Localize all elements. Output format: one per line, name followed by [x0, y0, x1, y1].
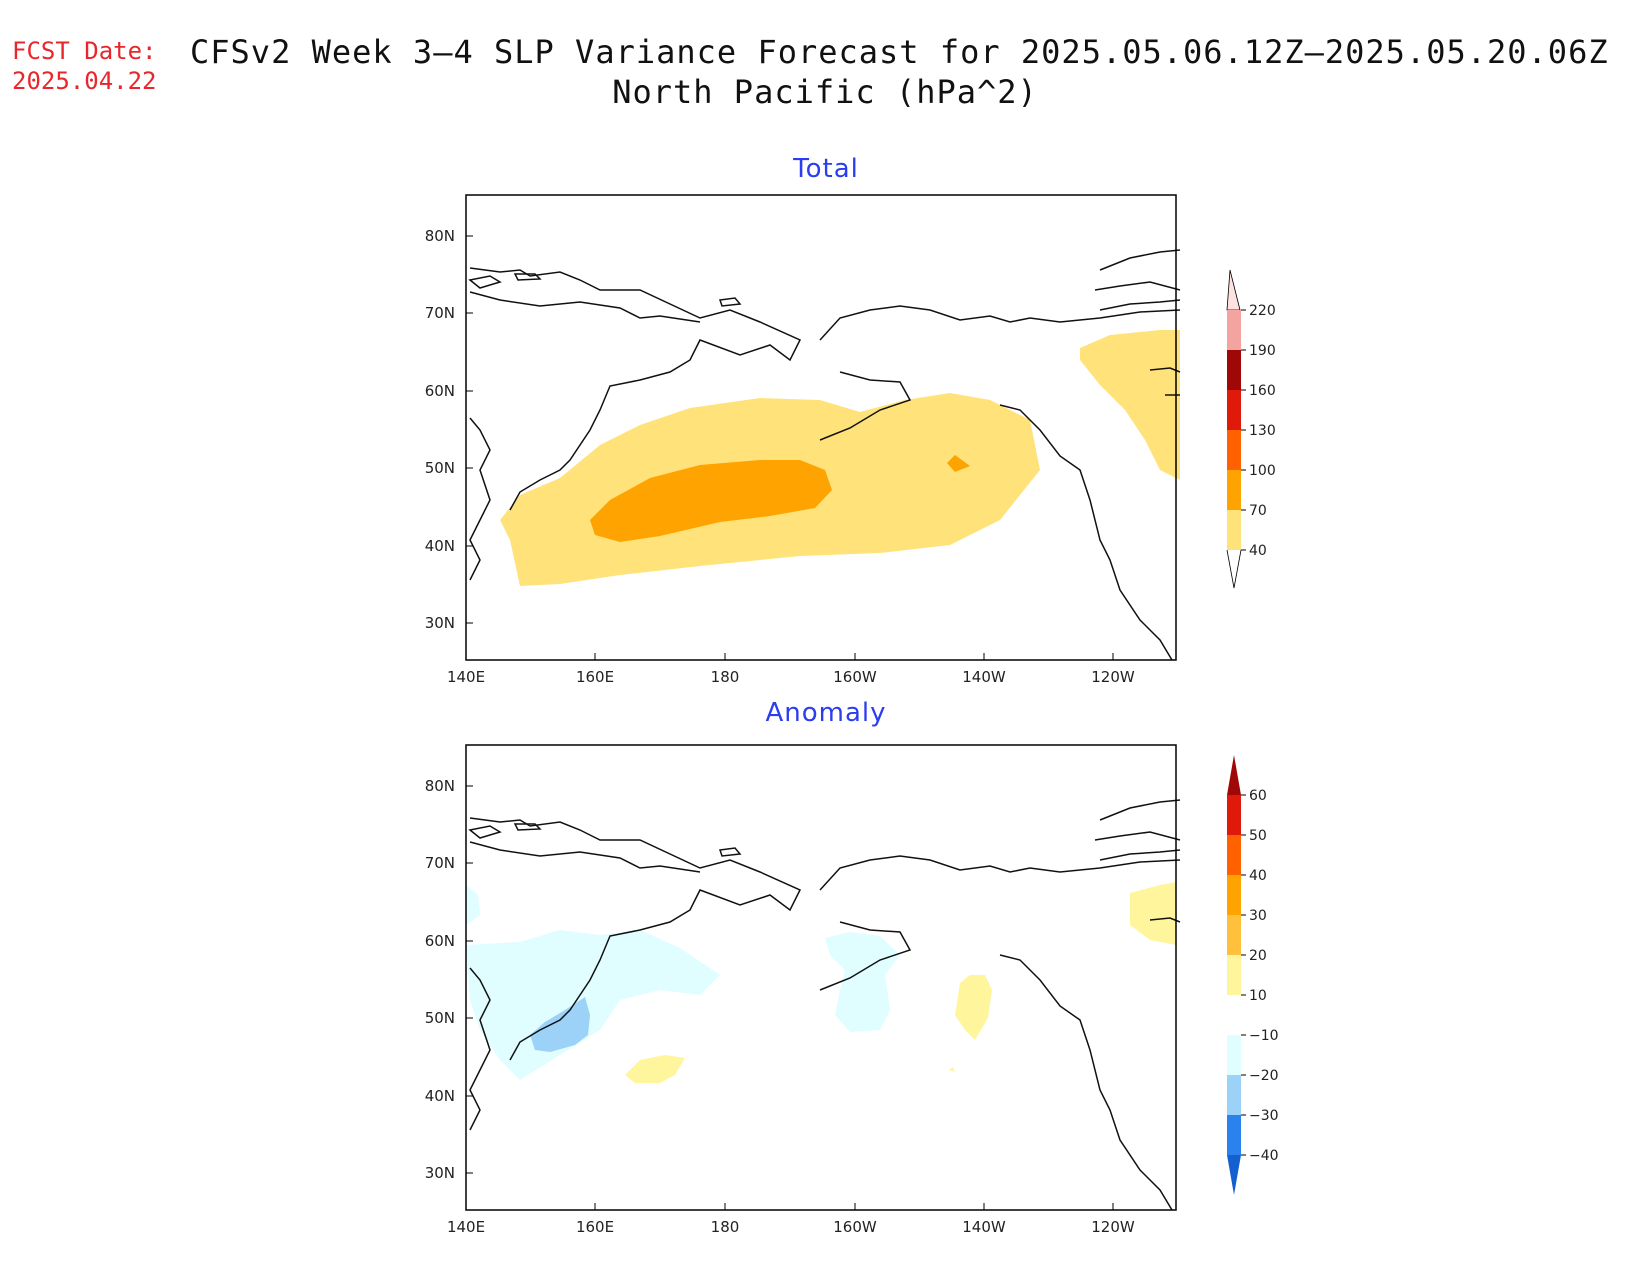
total-colorbar-top-arrow — [1226, 269, 1241, 311]
anomaly-colorbar-swatch — [1227, 955, 1241, 995]
anomaly-lat-label: 50N — [425, 1009, 455, 1027]
total-lat-label: 30N — [425, 614, 455, 632]
forecast-date-value: 2025.04.22 — [12, 67, 157, 95]
total-colorbar-label: 220 — [1249, 303, 1276, 319]
total-colorbar-label: 100 — [1249, 463, 1276, 479]
anomaly-colorbar-label: −10 — [1249, 1028, 1279, 1044]
anomaly-contours — [466, 882, 1176, 1083]
total-coastlines — [468, 249, 1181, 661]
anomaly-colorbar-top-arrow — [1227, 755, 1241, 795]
total-lon-label: 160E — [576, 668, 614, 686]
total-lon-label: 180 — [711, 668, 740, 686]
anomaly-lon-label: 160W — [833, 1218, 877, 1236]
anomaly-coastlines — [468, 799, 1181, 1211]
anomaly-contour-neg10-neg20-gulf — [825, 932, 900, 1032]
anomaly-panel-title: Anomaly — [765, 698, 887, 728]
anomaly-colorbar-label: −20 — [1249, 1068, 1279, 1084]
anomaly-colorbar-label: 30 — [1249, 908, 1267, 924]
total-colorbar-swatch — [1227, 510, 1241, 550]
anomaly-colorbar-label: 10 — [1249, 988, 1267, 1004]
anomaly-lat-label: 70N — [425, 854, 455, 872]
anomaly-colorbar-bottom-arrow — [1227, 1155, 1241, 1195]
total-colorbar-label: 70 — [1249, 503, 1267, 519]
anomaly-colorbar-swatch — [1227, 1075, 1241, 1115]
total-contour-70-100-small — [947, 455, 970, 472]
total-colorbar-label: 160 — [1249, 383, 1276, 399]
anomaly-lat-axis: 80N 70N 60N 50N 40N 30N — [425, 777, 455, 1182]
total-lon-label: 120W — [1091, 668, 1135, 686]
anomaly-lon-label: 160E — [576, 1218, 614, 1236]
title-line-2: North Pacific (hPa^2) — [612, 73, 1038, 111]
anomaly-colorbar-label: 50 — [1249, 828, 1267, 844]
anomaly-colorbar-label: 40 — [1249, 868, 1267, 884]
anomaly-lat-label: 30N — [425, 1164, 455, 1182]
anomaly-colorbar-swatch — [1227, 875, 1241, 915]
anomaly-colorbar-label: 20 — [1249, 948, 1267, 964]
forecast-date-block: FCST Date: 2025.04.22 — [12, 36, 157, 96]
anomaly-colorbar-swatch — [1227, 995, 1241, 1035]
anomaly-lon-label: 140E — [447, 1218, 485, 1236]
total-contour-40-70-east — [1080, 330, 1180, 480]
anomaly-colorbar-swatch — [1227, 835, 1241, 875]
total-lat-label: 40N — [425, 537, 455, 555]
total-colorbar-swatch — [1227, 470, 1241, 510]
total-lat-label: 70N — [425, 304, 455, 322]
total-colorbar-swatch — [1227, 350, 1241, 390]
anomaly-colorbar-swatch — [1227, 795, 1241, 835]
anomaly-contour-10-20-c — [1130, 882, 1176, 945]
total-lat-axis: 80N 70N 60N 50N 40N 30N — [425, 227, 455, 632]
anomaly-contour-neg10-neg20-north — [466, 885, 480, 925]
anomaly-contour-10-20-b — [955, 975, 992, 1040]
anomaly-lat-label: 40N — [425, 1087, 455, 1105]
forecast-date-label: FCST Date: — [12, 37, 157, 65]
total-colorbar: 220 190 160 130 100 70 40 — [1226, 269, 1276, 589]
total-lon-axis: 140E 160E 180 160W 140W 120W — [447, 668, 1135, 686]
total-contours — [500, 330, 1180, 586]
total-colorbar-swatch — [1227, 430, 1241, 470]
anomaly-colorbar-label: 60 — [1249, 788, 1267, 804]
anomaly-lat-label: 80N — [425, 777, 455, 795]
total-lat-label: 60N — [425, 382, 455, 400]
anomaly-colorbar-swatch — [1227, 915, 1241, 955]
total-map-frame — [465, 194, 1177, 661]
anomaly-colorbar-swatch — [1227, 1115, 1241, 1155]
anomaly-map-frame — [465, 744, 1177, 1211]
total-lon-label: 160W — [833, 668, 877, 686]
title-line-1: CFSv2 Week 3–4 SLP Variance Forecast for… — [190, 33, 1609, 71]
total-lat-label: 50N — [425, 459, 455, 477]
total-colorbar-label: 40 — [1249, 543, 1267, 559]
total-lon-label: 140E — [447, 668, 485, 686]
anomaly-contour-10-20-d — [949, 1067, 955, 1072]
total-colorbar-label: 190 — [1249, 343, 1276, 359]
anomaly-colorbar: 60 50 40 30 20 10 −10 −20 −30 −40 — [1227, 755, 1279, 1195]
anomaly-lat-label: 60N — [425, 932, 455, 950]
anomaly-lon-label: 140W — [962, 1218, 1006, 1236]
total-lat-label: 80N — [425, 227, 455, 245]
total-panel-title: Total — [793, 154, 859, 184]
anomaly-lon-axis: 140E 160E 180 160W 140W 120W — [447, 1218, 1135, 1236]
total-lon-label: 140W — [962, 668, 1006, 686]
total-colorbar-swatch — [1227, 310, 1241, 350]
anomaly-contour-10-20-a — [625, 1055, 685, 1083]
total-colorbar-label: 130 — [1249, 423, 1276, 439]
anomaly-colorbar-swatch — [1227, 1035, 1241, 1075]
total-colorbar-swatch — [1227, 390, 1241, 430]
anomaly-colorbar-label: −40 — [1249, 1148, 1279, 1164]
anomaly-colorbar-label: −30 — [1249, 1108, 1279, 1124]
total-contour-70-100 — [590, 460, 832, 542]
anomaly-lon-label: 180 — [711, 1218, 740, 1236]
chart-main-title: CFSv2 Week 3–4 SLP Variance Forecast for… — [0, 32, 1650, 112]
total-colorbar-bottom-arrow — [1226, 549, 1242, 589]
anomaly-lon-label: 120W — [1091, 1218, 1135, 1236]
anomaly-contour-neg20-neg30 — [530, 997, 590, 1052]
anomaly-contour-neg10-neg20 — [466, 930, 720, 1080]
